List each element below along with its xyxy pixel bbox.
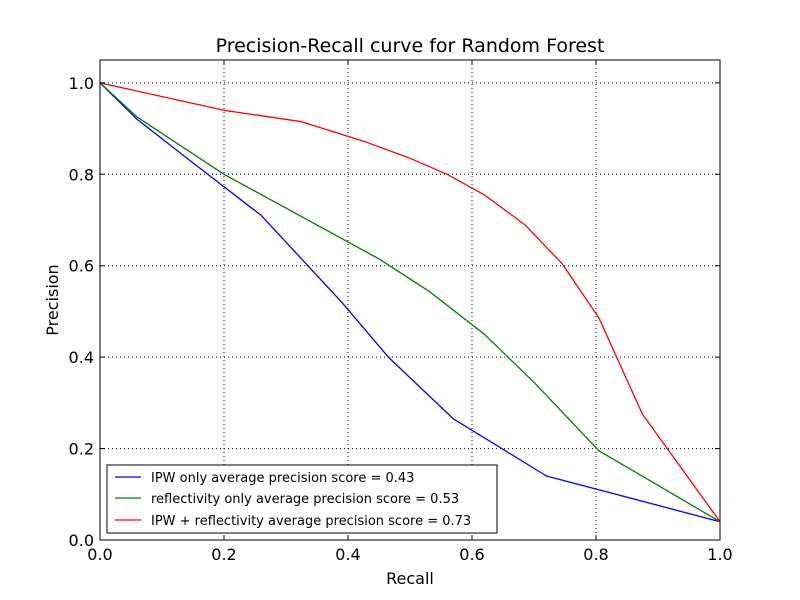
y-tick-label: 0.6 — [69, 257, 94, 276]
y-tick-label: 0.2 — [69, 440, 94, 459]
series-line-reflectivity — [99, 82, 721, 523]
series-line-ipw-reflectivity — [99, 82, 721, 523]
x-tick-label: 0.4 — [335, 545, 360, 564]
y-tick-label: 0.8 — [69, 165, 94, 184]
y-tick-label: 1.0 — [69, 74, 94, 93]
y-tick-label: 0.4 — [69, 348, 94, 367]
x-tick-label: 0.0 — [87, 545, 112, 564]
plot-frame — [99, 59, 721, 541]
x-tick-label: 0.6 — [459, 545, 484, 564]
x-axis-label: Recall — [386, 569, 434, 588]
legend-label-ipw-reflectivity: IPW + reflectivity average precision sco… — [151, 514, 471, 529]
chart-title: Precision-Recall curve for Random Forest — [216, 35, 605, 57]
x-tick-label: 0.2 — [211, 545, 236, 564]
legend-label-reflectivity: reflectivity only average precision scor… — [151, 492, 459, 507]
series-lines — [99, 82, 721, 523]
legend-box — [106, 464, 498, 534]
legend-label-ipw: IPW only average precision score = 0.43 — [151, 471, 414, 486]
series-line-ipw — [99, 82, 721, 523]
x-tick-label: 0.8 — [583, 545, 608, 564]
y-tick-label: 0.0 — [69, 531, 94, 550]
legend: IPW only average precision score = 0.43 … — [106, 464, 498, 534]
y-axis-label: Precision — [43, 264, 62, 335]
axis-ticks: 0.0 0.2 0.4 0.6 0.8 1.0 0.0 0.2 0.4 0.6 0.8 1.0 — [69, 60, 733, 564]
x-tick-label: 1.0 — [707, 545, 732, 564]
